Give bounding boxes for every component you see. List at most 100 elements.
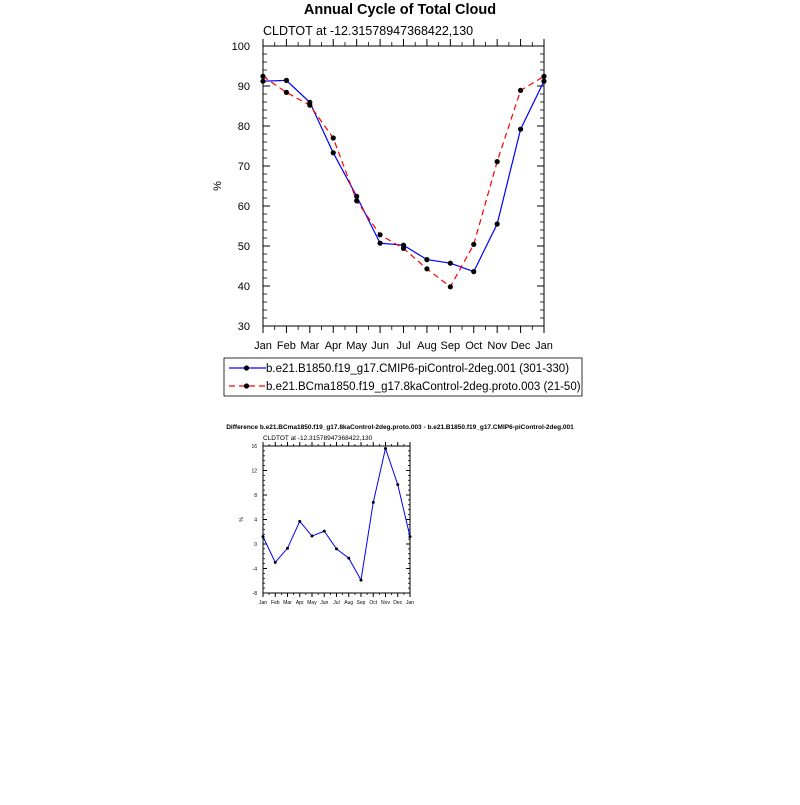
x-tick-label: Jan [535,340,553,352]
legend-label: b.e21.BCma1850.f19_g17.8kaControl-2deg.p… [266,381,581,393]
data-point [541,73,547,79]
data-point [471,241,477,247]
y-tick-label: 50 [238,241,250,253]
x-tick-label: Nov [487,340,507,352]
data-point [283,89,290,95]
chart-title: Annual Cycle of Total Cloud [304,2,496,18]
x-tick-label: Aug [344,600,353,606]
x-tick-label: Apr [325,340,342,352]
y-tick-label: 0 [254,542,257,548]
y-axis-label: % [212,181,224,191]
y-axis-label: % [239,517,245,522]
data-point [384,446,387,450]
x-tick-label: Dec [393,600,402,606]
x-tick-label: Jul [333,600,339,606]
x-tick-label: Aug [417,340,437,352]
data-point [377,232,383,238]
data-point [424,257,430,263]
y-tick-label: 30 [238,321,250,333]
series-1 [260,77,547,275]
x-tick-label: Feb [271,600,280,606]
data-point [354,198,360,204]
legend: b.e21.B1850.f19_g17.CMIP6-piControl-2deg… [223,357,583,397]
chart-1: Annual Cycle of Total Cloud CLDTOT at -12… [212,2,583,397]
chart-subtitle: CLDTOT at -12.31578947368422,130 [263,435,373,442]
data-point [260,78,266,84]
y-tick-label: 12 [251,468,257,474]
data-point [447,284,453,290]
data-point [310,534,314,538]
x-tick-label: Feb [277,340,296,352]
series-1 [261,446,412,582]
data-point [541,78,547,84]
data-point [335,547,338,551]
y-tick-label: 40 [238,281,250,293]
data-point [260,73,266,79]
y-tick-label: 16 [251,444,257,450]
data-point [330,135,336,141]
x-tick-label: Jan [254,340,272,352]
x-tick-label: Nov [381,600,390,606]
legend-marker [243,383,250,389]
y-tick-label: 4 [254,517,257,523]
y-tick-label: 100 [232,41,250,53]
legend-marker [243,365,250,371]
data-point [307,102,313,108]
y-tick-label: -4 [253,566,258,572]
data-point [371,500,375,504]
x-tick-label: Dec [511,340,531,352]
data-point [424,266,430,272]
series-2 [260,73,547,290]
x-tick-label: Mar [283,600,292,606]
data-point [471,269,477,275]
series-line [262,75,545,288]
chart-subtitle: CLDTOT at -12.31578947368422,130 [263,24,473,38]
data-point [347,556,351,560]
y-tick-label: 80 [238,121,250,133]
data-point [273,560,277,564]
data-point [359,578,363,582]
y-tick-label: 90 [238,81,250,93]
data-point [517,87,524,93]
data-point [283,77,290,83]
data-point [330,150,336,156]
y-tick-label: 70 [238,161,250,173]
x-tick-label: Jan [406,600,414,606]
data-point [494,221,500,227]
chart-2: Difference b.e21.BCma1850.f19_g17.8kaCon… [226,424,574,606]
y-tick-label: -8 [253,591,258,597]
legend-label: b.e21.B1850.f19_g17.CMIP6-piControl-2deg… [266,363,569,375]
data-point [494,159,500,165]
x-tick-label: Mar [300,340,319,352]
data-point [261,535,265,539]
x-tick-label: Jul [396,340,410,352]
chart-title: Difference b.e21.BCma1850.f19_g17.8kaCon… [226,424,574,431]
data-point [447,260,453,266]
x-tick-label: Sep [441,340,461,352]
plot-frame [262,45,545,327]
data-point [354,193,360,199]
data-point [396,483,400,487]
data-point [400,245,407,251]
data-point [377,240,383,246]
data-point [517,126,524,132]
x-tick-label: Jun [320,600,328,606]
x-tick-label: Oct [465,340,482,352]
x-tick-label: Jan [259,600,267,606]
plot-frame [262,445,411,594]
x-tick-label: Jun [371,340,389,352]
data-point [298,519,302,523]
series-line [262,446,411,582]
x-tick-label: May [346,340,367,352]
data-point [408,535,412,539]
data-point [286,546,289,550]
y-tick-label: 60 [238,201,250,213]
x-tick-label: May [307,600,317,606]
legend-box [223,357,583,397]
y-tick-label: 8 [254,493,257,499]
x-tick-label: Apr [296,600,304,606]
x-tick-label: Oct [369,600,377,606]
data-point [322,529,326,533]
